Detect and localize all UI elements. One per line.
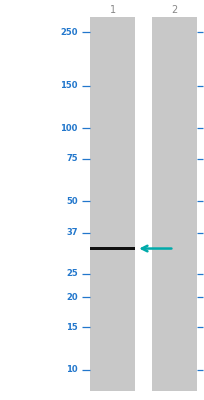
Text: 75: 75 <box>66 154 78 163</box>
Text: 15: 15 <box>66 323 78 332</box>
Text: 1: 1 <box>109 5 115 15</box>
Bar <box>90 247 135 250</box>
Text: 100: 100 <box>60 124 78 133</box>
Text: 50: 50 <box>66 196 78 206</box>
Text: 250: 250 <box>60 28 78 37</box>
Text: 2: 2 <box>170 5 176 15</box>
Text: 25: 25 <box>66 269 78 278</box>
Bar <box>151 17 196 391</box>
Text: 150: 150 <box>60 81 78 90</box>
Bar <box>90 17 135 391</box>
Text: 20: 20 <box>66 293 78 302</box>
Text: 10: 10 <box>66 365 78 374</box>
Text: 37: 37 <box>66 228 78 237</box>
